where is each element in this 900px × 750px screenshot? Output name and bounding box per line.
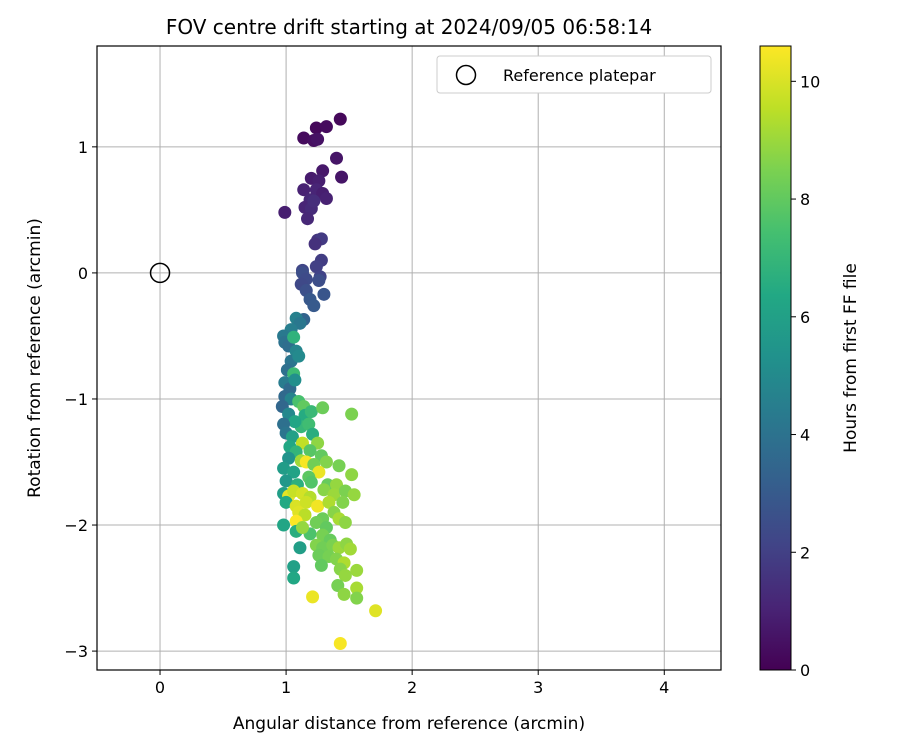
data-point [350,563,364,577]
reference-platepar-marker [149,262,171,284]
data-point [314,558,328,572]
colorbar-tick-label: 10 [800,72,820,91]
data-point [312,465,326,479]
data-point [303,444,317,458]
colorbar-ticks: 0 2 4 6 8 10 [791,72,820,680]
y-tick-label: 0 [78,264,88,283]
data-point [307,299,321,313]
y-tick-label: −2 [64,516,88,535]
data-point [308,237,322,251]
data-point [345,407,359,421]
data-point [304,475,318,489]
colorbar-label: Hours from first FF file [841,263,861,453]
x-axis-label: Angular distance from reference (arcmin) [233,714,585,734]
colorbar-tick-label: 2 [800,543,810,562]
data-point [309,121,323,135]
data-point [279,495,293,509]
data-point [304,405,318,419]
data-point [350,581,364,595]
data-point [333,112,347,126]
data-point [317,287,331,301]
data-point [285,430,299,444]
data-point [316,401,330,415]
data-point [309,260,323,274]
data-point [330,151,344,165]
x-axis-ticks: 0 1 2 3 4 [155,670,669,697]
data-point [287,330,301,344]
grid-lines [97,46,721,670]
chart-title: FOV centre drift starting at 2024/09/05 … [166,15,652,39]
data-point [316,164,330,178]
data-point [297,131,311,145]
x-tick-label: 1 [281,678,291,697]
data-point [297,183,311,197]
y-tick-label: −1 [64,390,88,409]
y-tick-label: −3 [64,642,88,661]
x-tick-label: 0 [155,678,165,697]
data-point [288,373,302,387]
data-point [295,521,309,535]
data-point [345,468,359,482]
x-tick-label: 3 [533,678,543,697]
data-point [287,571,301,585]
legend-label: Reference platepar [503,66,656,85]
colorbar-tick-label: 8 [800,190,810,209]
y-tick-label: 1 [78,138,88,157]
data-point [335,170,349,184]
data-point [292,349,306,363]
data-point [369,604,383,618]
colorbar: 0 2 4 6 8 10 Hours from first FF file [759,45,861,680]
data-point [319,192,333,206]
data-point [288,415,302,429]
y-axis-ticks: −3 −2 −1 0 1 [64,138,97,661]
data-point [347,488,361,502]
x-tick-label: 2 [407,678,417,697]
reference-point [149,262,171,284]
data-point [337,587,351,601]
data-points [275,112,383,651]
data-point [307,194,321,208]
data-point [311,132,325,146]
data-point [277,518,291,532]
data-point [302,417,316,431]
colorbar-tick-label: 4 [800,426,810,445]
data-point [306,590,320,604]
colorbar-gradient [759,45,792,671]
data-point [333,637,347,651]
plot-frame [96,45,722,671]
data-point [293,541,307,555]
data-point [336,495,350,509]
y-axis-label: Rotation from reference (arcmin) [25,218,45,498]
data-point [350,591,364,605]
colorbar-tick-label: 6 [800,308,810,327]
data-point [338,568,352,582]
data-point [282,451,296,465]
data-point [309,516,323,530]
data-point [312,273,326,287]
data-point [317,483,331,497]
legend-box [436,55,712,94]
x-tick-label: 4 [659,678,669,697]
data-point [299,495,313,509]
data-point [338,516,352,530]
data-point [332,459,346,473]
data-point [312,548,326,562]
data-point [319,120,333,134]
data-point [287,560,301,574]
data-point [319,455,333,469]
colorbar-tick-label: 0 [800,661,810,680]
data-point [277,461,291,475]
data-point [278,205,292,219]
data-point [287,465,301,479]
data-point [279,474,293,488]
data-point [343,542,357,556]
legend: Reference platepar [436,55,712,94]
data-point [301,212,315,226]
legend-marker [455,64,477,86]
data-point [322,495,336,509]
data-point [311,499,325,513]
